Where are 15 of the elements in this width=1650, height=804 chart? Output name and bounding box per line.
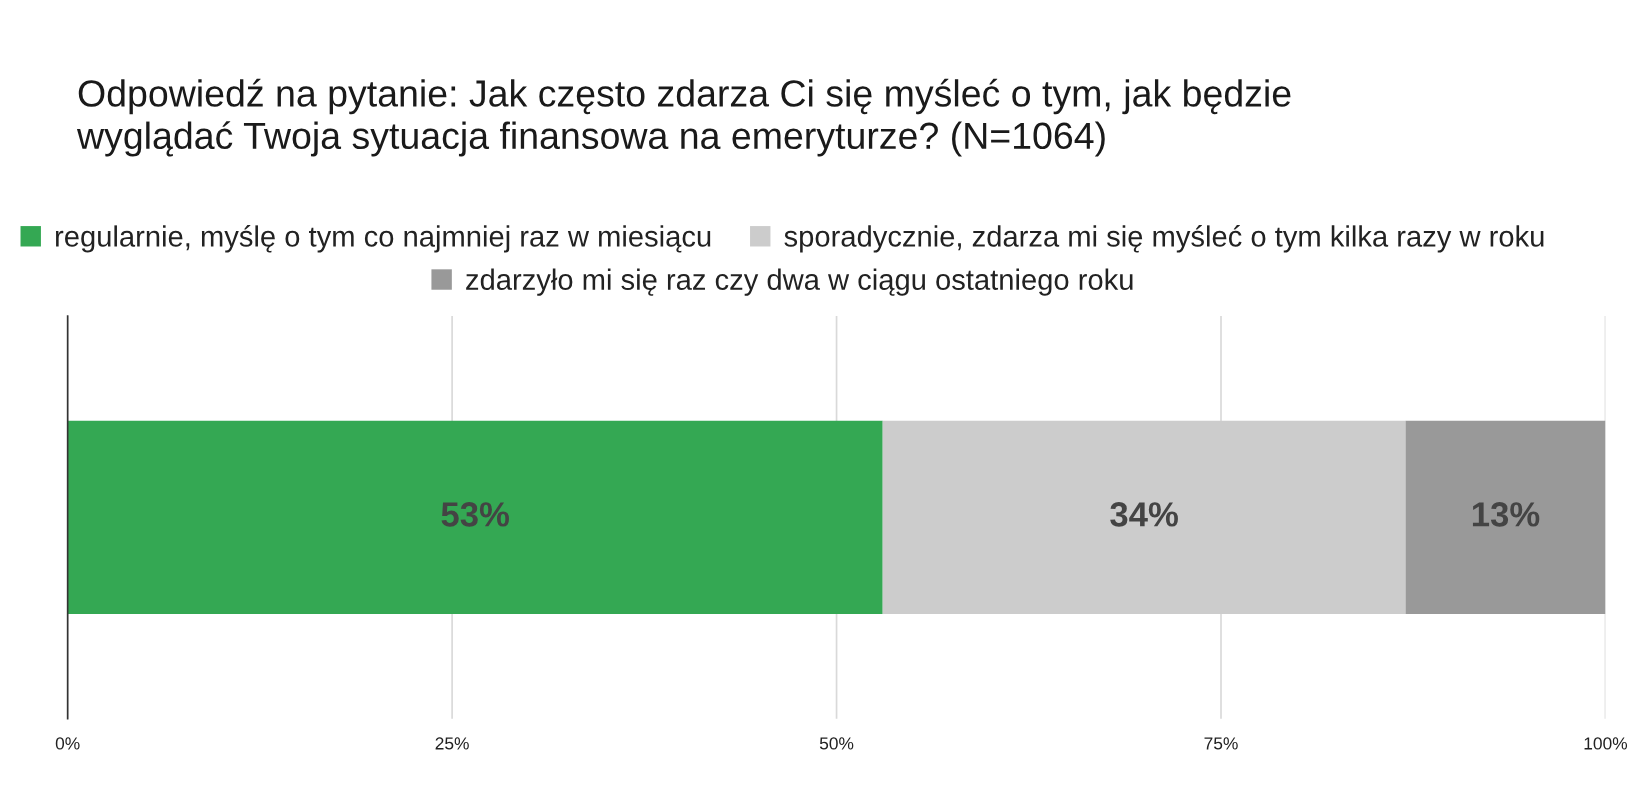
x-tick-label: 75% xyxy=(1204,737,1238,750)
bar xyxy=(1405,420,1606,615)
legend-label: zdarzyło mi się raz czy dwa w ciągu ostatniego roku xyxy=(466,268,1133,296)
chart-title: Odpowiedź na pytanie: Jak często zdarza Ci się myśleć o tym, jak będzie wyglądać Twoja sytuacja finansowa na emeryturze? (N=1064) xyxy=(76,78,1291,157)
data-label: 53% xyxy=(441,502,509,527)
x-tick-label: 25% xyxy=(435,737,469,750)
x-tick-label: 50% xyxy=(819,737,854,750)
bar xyxy=(882,420,1406,615)
x-tick-label: 0% xyxy=(55,737,80,750)
legend-label: sporadycznie, zdarza mi się myśleć o tym kilka razy w roku xyxy=(784,225,1544,253)
legend-label: regularnie, myślę o tym co najmniej raz w miesiącu xyxy=(55,225,711,253)
x-tick-label: 100% xyxy=(1584,737,1628,750)
data-label: 13% xyxy=(1472,502,1540,527)
bar xyxy=(67,420,883,615)
data-label: 34% xyxy=(1110,502,1178,527)
